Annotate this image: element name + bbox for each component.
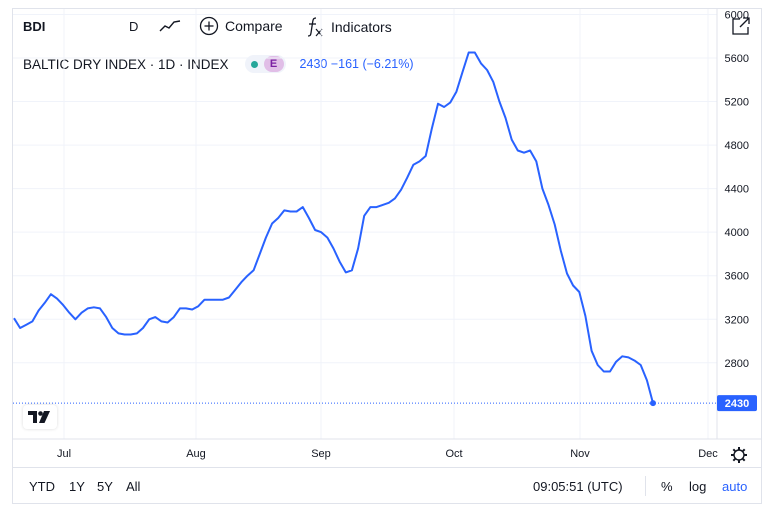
range-1y-button[interactable]: 1Y	[69, 479, 85, 494]
price-tick-label: 4400	[725, 184, 749, 196]
interval-button[interactable]: D	[129, 19, 139, 34]
price-tick-label: 5200	[725, 97, 749, 109]
exchange-badge: E	[263, 56, 284, 72]
fullscreen-button[interactable]	[731, 16, 751, 41]
time-tick-label: Aug	[186, 448, 206, 460]
indicators-label: Indicators	[331, 19, 392, 35]
price-tick-label: 3200	[725, 314, 749, 326]
bottom-toolbar: YTD 1Y 5Y All 09:05:51 (UTC) % log auto	[13, 467, 761, 503]
time-tick-label: Jul	[57, 448, 71, 460]
grid-lines	[13, 9, 717, 439]
market-open-dot	[250, 60, 258, 68]
compare-label: Compare	[225, 18, 283, 34]
last-point	[650, 400, 656, 407]
time-tick-label: Sep	[311, 448, 331, 460]
range-5y-button[interactable]: 5Y	[97, 479, 113, 494]
utc-clock[interactable]: 09:05:51 (UTC)	[533, 479, 623, 494]
price-tick-label: 6000	[725, 9, 749, 21]
series-line	[13, 51, 654, 404]
series-legend: BALTIC DRY INDEX · 1D · INDEX E 2430 −16…	[23, 55, 414, 73]
range-all-button[interactable]: All	[126, 479, 141, 494]
tradingview-logo[interactable]	[23, 405, 57, 429]
time-tick-label: Nov	[570, 448, 590, 460]
price-chart[interactable]: 2800 3200 3600 4000 4400 4800 5200 5600 6000 Jul…	[13, 9, 761, 469]
expand-icon	[732, 17, 750, 35]
price-tick-label: 3600	[725, 271, 749, 283]
plus-circle-icon	[199, 16, 219, 36]
market-status-badge[interactable]: E	[244, 55, 286, 73]
time-tick-label: Oct	[445, 448, 462, 460]
time-tick-label: Dec	[698, 448, 718, 460]
chart-type-button[interactable]	[159, 16, 181, 39]
auto-scale-toggle[interactable]: auto	[722, 479, 748, 494]
bottom-divider	[645, 476, 646, 496]
log-toggle[interactable]: log	[689, 479, 707, 494]
legend-quote: 2430 −161 (−6.21%)	[299, 57, 414, 71]
settings-button[interactable]	[731, 447, 747, 463]
tv-logo-icon	[28, 411, 50, 423]
percent-toggle[interactable]: %	[661, 479, 673, 494]
last-price-tag: 2430	[717, 395, 757, 412]
time-axis[interactable]: Jul Aug Sep Oct Nov Dec	[57, 448, 718, 460]
price-tick-label: 2800	[725, 358, 749, 370]
price-tick-label: 5600	[725, 53, 749, 65]
legend-symbol: BALTIC DRY INDEX · 1D · INDEX	[23, 56, 229, 72]
chart-widget: BDI D Compare Indicators	[12, 8, 762, 504]
line-chart-icon	[159, 20, 181, 32]
last-price-label: 2430	[725, 398, 749, 410]
compare-button[interactable]: Compare	[199, 16, 283, 36]
price-tick-label: 4000	[725, 227, 749, 239]
gear-icon	[733, 449, 745, 461]
range-ytd-button[interactable]: YTD	[29, 479, 55, 494]
price-tick-label: 4800	[725, 140, 749, 152]
symbol-button[interactable]: BDI	[23, 19, 46, 34]
price-axis[interactable]: 2800 3200 3600 4000 4400 4800 5200 5600 6000	[725, 9, 749, 369]
